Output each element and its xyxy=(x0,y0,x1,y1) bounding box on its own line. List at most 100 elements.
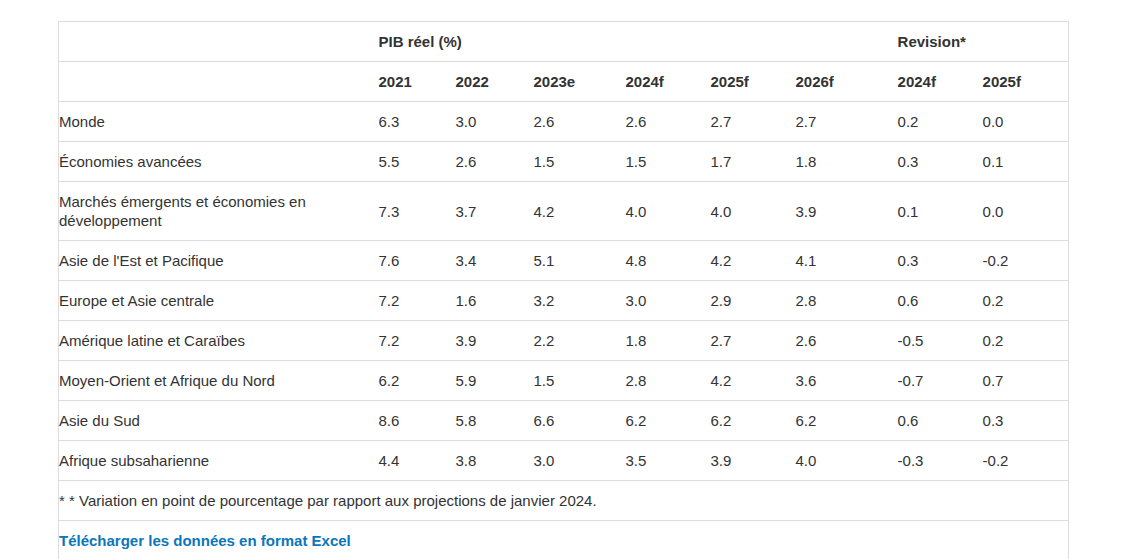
value-cell: 1.8 xyxy=(796,142,898,182)
value-cell: 0.1 xyxy=(898,182,983,241)
value-cell: 4.0 xyxy=(796,441,898,481)
value-cell: 4.2 xyxy=(711,241,796,281)
footnote-row: * * Variation en point de pourcentage pa… xyxy=(59,481,1069,521)
corner-empty-cell xyxy=(59,22,379,62)
value-cell: 2.7 xyxy=(711,102,796,142)
row-label: Économies avancées xyxy=(59,142,379,182)
value-cell: 5.1 xyxy=(534,241,626,281)
value-cell: 0.3 xyxy=(898,241,983,281)
value-cell: 3.9 xyxy=(711,441,796,481)
gdp-table-container: PIB réel (%) Revision* 202120222023e2024… xyxy=(58,21,1068,559)
table-row: Asie du Sud8.65.86.66.26.26.20.60.3 xyxy=(59,401,1069,441)
value-cell: 2.7 xyxy=(711,321,796,361)
table-row: Monde6.33.02.62.62.72.70.20.0 xyxy=(59,102,1069,142)
year-column-header: 2025f xyxy=(711,62,796,102)
value-cell: 2.9 xyxy=(711,281,796,321)
value-cell: 0.2 xyxy=(983,281,1069,321)
value-cell: 7.6 xyxy=(379,241,456,281)
value-cell: 0.7 xyxy=(983,361,1069,401)
value-cell: 5.9 xyxy=(456,361,534,401)
value-cell: 4.8 xyxy=(626,241,711,281)
table-row: Afrique subsaharienne4.43.83.03.53.94.0-… xyxy=(59,441,1069,481)
value-cell: 4.0 xyxy=(626,182,711,241)
value-cell: 5.5 xyxy=(379,142,456,182)
value-cell: 0.1 xyxy=(983,142,1069,182)
value-cell: 4.4 xyxy=(379,441,456,481)
value-cell: 2.2 xyxy=(534,321,626,361)
value-cell: 3.9 xyxy=(796,182,898,241)
value-cell: 2.6 xyxy=(796,321,898,361)
value-cell: -0.2 xyxy=(983,241,1069,281)
value-cell: 2.6 xyxy=(626,102,711,142)
row-label: Amérique latine et Caraïbes xyxy=(59,321,379,361)
year-column-header: 2026f xyxy=(796,62,898,102)
value-cell: 6.3 xyxy=(379,102,456,142)
value-cell: 7.2 xyxy=(379,281,456,321)
value-cell: 5.8 xyxy=(456,401,534,441)
table-row: Économies avancées5.52.61.51.51.71.80.30… xyxy=(59,142,1069,182)
table-row: Asie de l'Est et Pacifique7.63.45.14.84.… xyxy=(59,241,1069,281)
revision-group-header: Revision* xyxy=(898,22,1069,62)
value-cell: 8.6 xyxy=(379,401,456,441)
value-cell: 6.2 xyxy=(711,401,796,441)
value-cell: 0.0 xyxy=(983,102,1069,142)
year-column-header: 2025f xyxy=(983,62,1069,102)
row-label: Moyen-Orient et Afrique du Nord xyxy=(59,361,379,401)
year-column-header: 2022 xyxy=(456,62,534,102)
value-cell: 2.8 xyxy=(796,281,898,321)
value-cell: 3.0 xyxy=(534,441,626,481)
download-row: Télécharger les données en format Excel xyxy=(59,521,1069,559)
value-cell: 0.2 xyxy=(983,321,1069,361)
year-column-header: 2021 xyxy=(379,62,456,102)
value-cell: 0.6 xyxy=(898,281,983,321)
table-row: Amérique latine et Caraïbes7.23.92.21.82… xyxy=(59,321,1069,361)
row-label: Europe et Asie centrale xyxy=(59,281,379,321)
value-cell: 3.0 xyxy=(626,281,711,321)
value-cell: 3.7 xyxy=(456,182,534,241)
row-label: Asie de l'Est et Pacifique xyxy=(59,241,379,281)
value-cell: 2.8 xyxy=(626,361,711,401)
table-row: Moyen-Orient et Afrique du Nord6.25.91.5… xyxy=(59,361,1069,401)
value-cell: 3.9 xyxy=(456,321,534,361)
year-column-header: 2023e xyxy=(534,62,626,102)
row-label: Asie du Sud xyxy=(59,401,379,441)
value-cell: 7.2 xyxy=(379,321,456,361)
value-cell: 2.6 xyxy=(456,142,534,182)
value-cell: 0.2 xyxy=(898,102,983,142)
value-cell: 4.2 xyxy=(534,182,626,241)
table-row: Marchés émergents et économies en dévelo… xyxy=(59,182,1069,241)
value-cell: 0.3 xyxy=(983,401,1069,441)
value-cell: 6.2 xyxy=(796,401,898,441)
value-cell: 0.3 xyxy=(898,142,983,182)
value-cell: -0.5 xyxy=(898,321,983,361)
label-column-header xyxy=(59,62,379,102)
year-column-header: 2024f xyxy=(626,62,711,102)
value-cell: 1.5 xyxy=(534,142,626,182)
table-row: Europe et Asie centrale7.21.63.23.02.92.… xyxy=(59,281,1069,321)
value-cell: 1.8 xyxy=(626,321,711,361)
value-cell: 2.6 xyxy=(534,102,626,142)
value-cell: 6.2 xyxy=(379,361,456,401)
value-cell: -0.2 xyxy=(983,441,1069,481)
row-label: Monde xyxy=(59,102,379,142)
value-cell: 0.0 xyxy=(983,182,1069,241)
value-cell: 4.0 xyxy=(711,182,796,241)
footnote-text: * * Variation en point de pourcentage pa… xyxy=(59,481,1069,521)
value-cell: 1.5 xyxy=(534,361,626,401)
pib-group-header: PIB réel (%) xyxy=(379,22,898,62)
value-cell: 1.7 xyxy=(711,142,796,182)
row-label: Marchés émergents et économies en dévelo… xyxy=(59,182,379,241)
group-header-row: PIB réel (%) Revision* xyxy=(59,22,1069,62)
value-cell: 7.3 xyxy=(379,182,456,241)
value-cell: -0.7 xyxy=(898,361,983,401)
value-cell: 6.6 xyxy=(534,401,626,441)
value-cell: 4.2 xyxy=(711,361,796,401)
value-cell: 1.6 xyxy=(456,281,534,321)
download-excel-link[interactable]: Télécharger les données en format Excel xyxy=(59,532,351,549)
value-cell: 3.2 xyxy=(534,281,626,321)
value-cell: 3.0 xyxy=(456,102,534,142)
value-cell: 2.7 xyxy=(796,102,898,142)
value-cell: 3.8 xyxy=(456,441,534,481)
value-cell: 4.1 xyxy=(796,241,898,281)
value-cell: 3.4 xyxy=(456,241,534,281)
